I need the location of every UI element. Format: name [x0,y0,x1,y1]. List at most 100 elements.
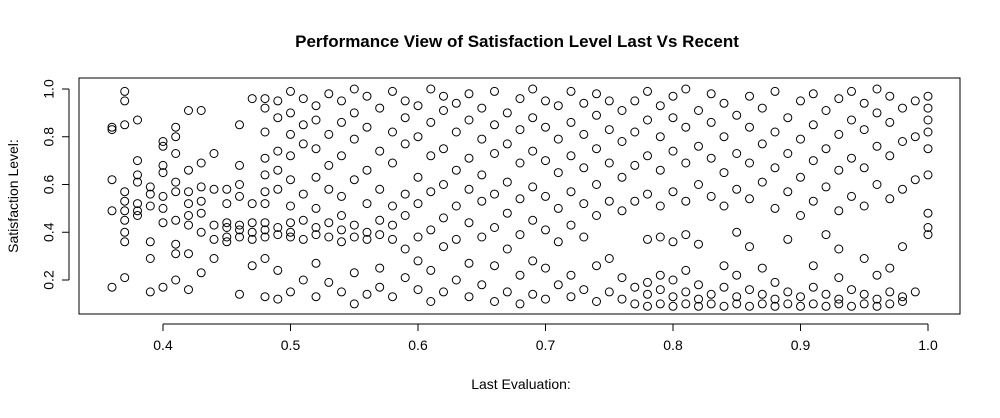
data-point [515,270,525,280]
data-point [171,239,181,249]
data-point [923,223,933,232]
data-point [145,237,155,247]
data-point [439,242,448,252]
data-point [834,206,844,216]
data-point [528,182,538,192]
data-point [477,280,487,290]
data-point [196,196,206,206]
y-tick-label: 0.2 [41,270,57,290]
data-point [362,289,372,299]
data-point [311,203,321,213]
data-point [923,144,933,154]
data-point [477,134,487,144]
data-point [337,191,346,201]
data-point [566,220,576,230]
data-point [898,292,907,302]
data-point [426,265,436,275]
data-point [222,223,232,232]
data-point [923,208,933,218]
data-point [133,177,142,187]
data-point [719,201,729,211]
data-point [349,84,359,94]
data-point [311,230,321,240]
data-point [324,184,334,194]
data-point [426,84,436,94]
data-point [375,146,385,156]
data-point [413,256,423,266]
data-point [451,165,461,175]
data-point [681,230,691,240]
data-point [502,177,512,187]
data-point [502,287,512,297]
data-point [273,265,283,275]
data-point [413,285,423,295]
data-point [579,163,589,173]
data-point [681,265,691,275]
data-point [655,270,665,280]
data-point [324,129,334,139]
data-point [311,172,321,182]
data-point [859,299,869,309]
x-tick-label: 0.5 [281,337,301,353]
data-point [286,287,295,297]
data-point [694,180,703,189]
x-tick-label: 1.0 [918,337,938,353]
data-point [375,215,385,225]
data-point [298,94,308,104]
data-point [413,172,423,182]
data-point [719,301,729,311]
data-point [604,125,614,135]
data-point [592,89,601,99]
data-point [834,273,844,283]
data-point [579,98,589,108]
data-point [541,122,550,132]
data-point [133,206,142,216]
data-point [222,232,232,242]
data-point [643,151,652,161]
data-point [885,299,895,309]
data-point [337,225,346,235]
data-point [732,149,742,158]
data-point [796,211,805,220]
data-point [464,184,474,194]
data-point [388,201,397,211]
data-point [477,170,487,180]
data-point [796,292,805,302]
data-point [464,115,474,125]
data-point [184,187,193,197]
data-point [235,160,244,170]
data-point [171,249,181,259]
data-point [490,189,499,199]
data-point [184,199,193,209]
data-point [171,149,181,158]
data-point [872,141,882,151]
data-point [528,256,538,266]
data-point [643,234,652,244]
data-point [655,101,665,111]
data-point [847,153,856,163]
data-point [553,280,563,290]
data-point [426,225,436,235]
data-point [796,301,805,311]
data-point [184,211,193,220]
data-point [324,160,334,170]
data-point [120,86,130,96]
data-point [107,206,117,216]
data-point [145,189,155,199]
data-point [464,218,474,228]
data-point [821,106,831,115]
data-point [757,139,767,149]
data-point [808,89,818,99]
data-point [770,163,780,173]
data-point [235,225,244,235]
data-point [770,294,780,304]
data-point [655,299,665,309]
data-point [553,101,563,111]
data-point [158,160,168,170]
data-point [566,86,576,96]
data-point [732,292,742,302]
data-point [375,103,385,113]
data-point [502,139,512,149]
